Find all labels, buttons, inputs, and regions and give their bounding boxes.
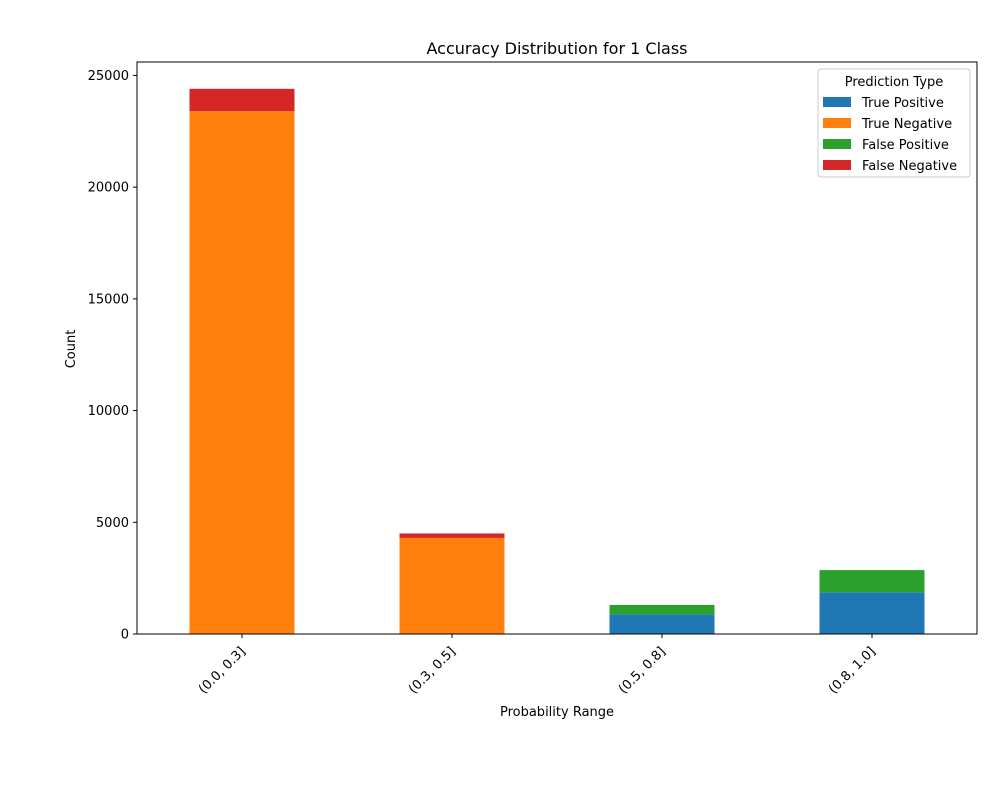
bar-segment [189,111,295,634]
legend-entry: False Negative [862,159,957,174]
legend-title: Prediction Type [845,75,944,90]
bar-segment [399,533,505,538]
y-tick-label: 0 [121,628,129,643]
legend-entry: True Negative [861,117,952,132]
legend-entry: False Positive [862,138,949,153]
bar-segment [609,604,715,615]
bar-segment [609,614,715,634]
y-axis-label: Count [64,330,79,369]
y-tick-label: 25000 [88,69,129,84]
x-axis-label: Probability Range [500,705,614,720]
bar-segment [819,570,925,593]
x-tick-label: (0.8, 1.0] [826,644,879,697]
bar-segment [399,537,505,634]
y-tick-label: 20000 [88,181,129,196]
x-tick-label: (0.0, 0.3] [196,644,249,697]
y-tick-label: 10000 [88,404,129,419]
x-tick-label: (0.5, 0.8] [616,644,669,697]
y-tick-label: 5000 [96,516,129,531]
bar-segment [189,88,295,112]
y-tick-label: 15000 [88,292,129,307]
legend: Prediction Type True Positive True Negativ… [817,68,971,178]
legend-swatch [823,139,851,149]
bars-layer [189,88,925,634]
legend-swatch [823,160,851,170]
chart-title: Accuracy Distribution for 1 Class [426,39,687,58]
legend-swatch [823,97,851,107]
bar-segment [819,592,925,634]
x-tick-label: (0.3, 0.5] [406,644,459,697]
legend-box [817,68,971,178]
legend-entry: True Positive [861,96,944,111]
plot-frame [136,61,978,635]
legend-swatch [823,118,851,128]
